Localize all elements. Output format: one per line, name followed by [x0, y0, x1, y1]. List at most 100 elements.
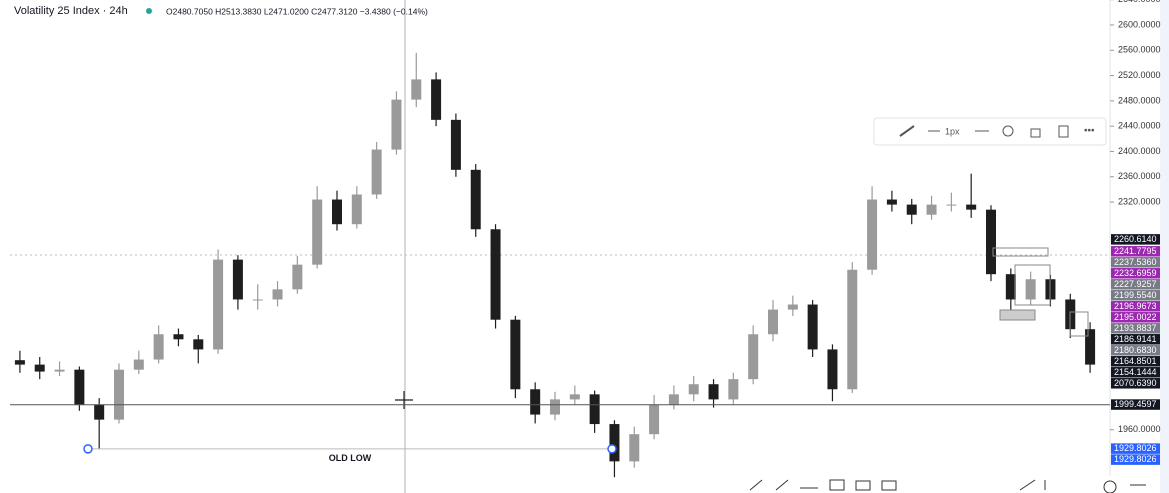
- y-tick-label: 2400.0000: [1118, 146, 1161, 156]
- price-tag-label: 1929.8026: [1114, 454, 1157, 464]
- candle-body: [807, 304, 818, 350]
- settings-icon[interactable]: [1002, 125, 1014, 137]
- lock-icon[interactable]: [1030, 128, 1041, 138]
- y-tick-label: 2360.0000: [1118, 171, 1161, 181]
- candle-body: [728, 379, 739, 400]
- candle-body: [708, 384, 719, 400]
- price-tag-label: 2195.0022: [1114, 312, 1157, 322]
- candle-body: [450, 119, 461, 170]
- candle-body: [173, 334, 184, 340]
- candle-body: [550, 399, 560, 415]
- price-tag-label: 1929.8026: [1114, 443, 1157, 453]
- price-tag-label: 2232.6959: [1114, 268, 1157, 278]
- candle-body: [272, 289, 283, 300]
- candle-body: [1085, 329, 1096, 365]
- candle-body: [886, 199, 897, 205]
- candle-body: [232, 259, 243, 300]
- tool-icon[interactable]: [855, 480, 871, 491]
- price-tag: [1111, 443, 1160, 454]
- y-tick-label: 2600.0000: [1118, 19, 1161, 29]
- price-tag: [1111, 378, 1160, 389]
- market-status: [146, 8, 152, 14]
- tool-icon[interactable]: [775, 479, 789, 491]
- price-tag-label: 2186.9141: [1114, 334, 1157, 344]
- price-tag: [1111, 279, 1160, 290]
- symbol-title: Volatility 25 Index · 24h: [14, 5, 128, 17]
- candle-body: [827, 349, 838, 390]
- drawings: [992, 247, 1089, 337]
- candle-body: [787, 304, 798, 310]
- candle-body: [94, 404, 105, 420]
- price-tag: [1111, 367, 1160, 378]
- y-tick-label: 2640.0000: [1118, 0, 1161, 4]
- candle-body: [14, 360, 25, 365]
- tool-icon[interactable]: [881, 480, 897, 491]
- candle-body: [133, 359, 144, 370]
- candle-body: [470, 169, 481, 230]
- price-tag-label: 2227.9257: [1114, 279, 1157, 289]
- toolbar-panel: [722, 476, 1160, 493]
- candle-body: [213, 259, 224, 350]
- candle-body: [371, 149, 382, 195]
- price-tag: [1111, 257, 1160, 268]
- candle-body: [1025, 279, 1036, 300]
- ohlc-values: O2480.7050 H2513.3830 L2471.0200 C2477.3…: [166, 6, 428, 16]
- price-tag: [1111, 345, 1160, 356]
- candle-body: [54, 369, 65, 372]
- price-tag-label: 2260.6140: [1114, 234, 1157, 244]
- toolbar-panel: [873, 117, 1107, 146]
- candle-body: [74, 369, 85, 405]
- more-icon[interactable]: •••: [1084, 126, 1095, 137]
- candle-body: [391, 99, 402, 150]
- y-tick-label: 2560.0000: [1118, 45, 1161, 55]
- candle-body: [569, 394, 580, 400]
- drawing-box: [1014, 264, 1051, 306]
- candle-body: [252, 299, 263, 301]
- price-tag-label: 2070.6390: [1114, 378, 1157, 388]
- price-tag: [1111, 268, 1160, 279]
- candle-body: [114, 369, 124, 420]
- candle-body: [1005, 274, 1016, 300]
- tool-icon[interactable]: [1019, 479, 1036, 491]
- price-tag: [1111, 312, 1160, 323]
- y-tick-label: 1960.0000: [1118, 424, 1161, 434]
- anchor-point: [607, 444, 617, 454]
- candle-body: [688, 384, 699, 395]
- drawing-box: [992, 247, 1049, 257]
- price-tag-label: 2164.8501: [1114, 356, 1157, 366]
- candle-body: [193, 339, 204, 350]
- y-tick-label: 2480.0000: [1118, 95, 1161, 105]
- candle-body: [649, 404, 660, 435]
- candle-body: [490, 229, 501, 320]
- price-tag: [1111, 246, 1160, 257]
- pencil-icon[interactable]: [899, 125, 915, 137]
- candle-body: [966, 204, 977, 210]
- y-tick-label: 2320.0000: [1118, 196, 1161, 206]
- tool-icon[interactable]: [829, 479, 845, 491]
- tool-icon[interactable]: [1103, 480, 1117, 493]
- candle-body: [748, 334, 759, 380]
- y-tick-label: 2520.0000: [1118, 70, 1161, 80]
- line-width[interactable]: 1px: [945, 126, 960, 136]
- candle-body: [668, 394, 679, 405]
- candle-body: [589, 394, 600, 425]
- price-tag: [1111, 334, 1160, 345]
- price-tag: [1111, 399, 1160, 410]
- tool-icon[interactable]: [749, 479, 763, 491]
- candle-body: [153, 334, 164, 360]
- price-tag: [1111, 356, 1160, 367]
- candle-body: [34, 364, 45, 372]
- plot: [14, 52, 1096, 478]
- price-tag: [1111, 323, 1160, 334]
- candle-body: [292, 264, 303, 290]
- price-tag-label: 1999.4597: [1114, 399, 1157, 409]
- annotation: OLD LOW: [329, 453, 372, 463]
- drawing-box: [1069, 311, 1089, 337]
- delete-icon[interactable]: [1058, 125, 1069, 138]
- candle-body: [986, 209, 996, 275]
- candle-body: [946, 204, 957, 206]
- candle-body: [847, 269, 858, 390]
- candle-body: [510, 319, 521, 390]
